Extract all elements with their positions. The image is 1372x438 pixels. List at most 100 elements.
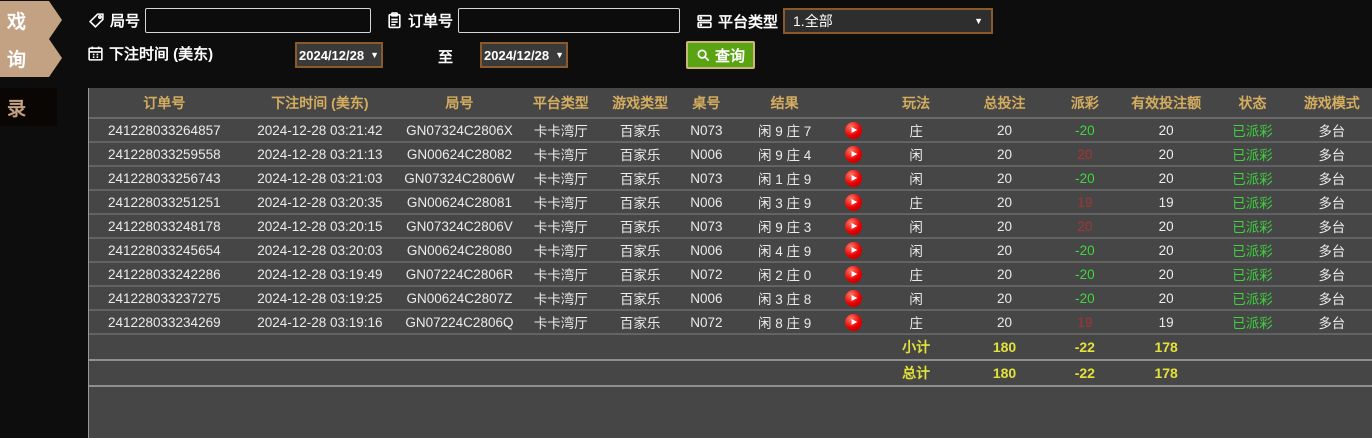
query-button[interactable]: 查询: [686, 41, 756, 69]
cell-status: 已派彩: [1213, 118, 1292, 143]
chevron-down-icon: ▼: [555, 50, 564, 60]
cell-order: 241228033242286: [89, 262, 240, 287]
cell-total-bet: 20: [958, 286, 1051, 311]
cell-valid-bet: 20: [1118, 142, 1214, 167]
cell-game-type: 百家乐: [602, 214, 678, 239]
replay-play-icon[interactable]: ▶: [845, 169, 863, 187]
summary-cell-game-type: [602, 334, 678, 361]
cell-play-icon: ▶: [833, 310, 875, 335]
cell-platform: 卡卡湾厅: [518, 118, 603, 143]
cell-valid-bet: 20: [1118, 286, 1214, 311]
time-filter-label: 下注时间 (美东): [87, 43, 213, 64]
replay-play-icon[interactable]: ▶: [845, 121, 863, 139]
cell-valid-bet: 19: [1118, 190, 1214, 215]
replay-play-icon[interactable]: ▶: [845, 193, 863, 211]
column-header: 派彩: [1050, 88, 1119, 119]
summary-cell-play-icon: [833, 334, 875, 361]
cell-order: 241228033251251: [89, 190, 240, 215]
summary-cell-mode: [1291, 334, 1372, 361]
cell-payout: -20: [1050, 286, 1119, 311]
replay-play-icon[interactable]: ▶: [845, 289, 863, 307]
cell-game-type: 百家乐: [602, 286, 678, 311]
cell-platform: 卡卡湾厅: [518, 310, 603, 335]
column-header: 局号: [400, 88, 519, 119]
cell-table-no: N006: [677, 238, 736, 263]
table-empty-area: [89, 387, 1372, 438]
date-range-to-label: 至: [438, 49, 454, 66]
cell-order: 241228033256743: [89, 166, 240, 191]
order-filter: 订单号: [386, 8, 681, 33]
cell-total-bet: 20: [958, 262, 1051, 287]
replay-play-icon[interactable]: ▶: [845, 313, 863, 331]
table-header-row: 订单号 下注时间 (美东) 局号 平台类型 游戏类型 桌号 结果 玩法 总投注 派彩 有效投注额 状态…: [89, 88, 1372, 119]
table-row: 241228033242286 2024-12-28 03:19:49 GN0722…: [89, 262, 1372, 287]
cell-round: GN07324C2806X: [400, 118, 519, 143]
cell-time: 2024-12-28 03:20:03: [239, 238, 401, 263]
order-input[interactable]: [458, 8, 681, 33]
cell-status: 已派彩: [1213, 310, 1292, 335]
cell-payout: -20: [1050, 238, 1119, 263]
summary-cell-valid-bet: 178: [1118, 334, 1214, 361]
cell-total-bet: 20: [958, 310, 1051, 335]
cell-platform: 卡卡湾厅: [518, 286, 603, 311]
cell-round: GN07324C2806W: [400, 166, 519, 191]
table-row: 241228033264857 2024-12-28 03:21:42 GN0732…: [89, 118, 1372, 143]
cell-play-icon: ▶: [833, 166, 875, 191]
date-from-picker[interactable]: 2024/12/28 ▼: [295, 42, 383, 68]
sidebar: 戏 询 录: [0, 0, 62, 438]
summary-cell-result: [735, 360, 834, 387]
cell-status: 已派彩: [1213, 238, 1292, 263]
cell-payout: 20: [1050, 142, 1119, 167]
platform-select[interactable]: 1.全部 ▼: [783, 8, 994, 34]
sidebar-item-records[interactable]: 录: [0, 88, 57, 126]
play-triangle: ▶: [851, 317, 858, 327]
cell-valid-bet: 20: [1118, 238, 1214, 263]
summary-cell-game-type: [602, 360, 678, 387]
summary-cell-time: [239, 334, 401, 361]
cell-platform: 卡卡湾厅: [518, 214, 603, 239]
summary-cell-total-bet: 180: [958, 334, 1051, 361]
sidebar-item-games[interactable]: 戏: [0, 1, 62, 39]
grand-total-row: 总计 180 -22 178: [89, 360, 1372, 387]
platform-select-value: 1.全部: [793, 13, 833, 29]
cell-valid-bet: 20: [1118, 262, 1214, 287]
date-to-picker[interactable]: 2024/12/28 ▼: [480, 42, 568, 68]
replay-play-icon[interactable]: ▶: [845, 217, 863, 235]
summary-cell-valid-bet: 178: [1118, 360, 1214, 387]
play-triangle: ▶: [851, 269, 858, 279]
list-icon: [696, 13, 713, 30]
replay-play-icon[interactable]: ▶: [845, 145, 863, 163]
round-input[interactable]: [145, 8, 372, 33]
cell-play-icon: ▶: [833, 118, 875, 143]
column-header: 游戏模式: [1291, 88, 1372, 119]
date-to-value: 2024/12/28: [484, 47, 550, 63]
cell-platform: 卡卡湾厅: [518, 166, 603, 191]
cell-play: 闲: [874, 166, 959, 191]
tag-icon: [88, 12, 105, 29]
cell-time: 2024-12-28 03:21:03: [239, 166, 401, 191]
sidebar-item-label: 询: [7, 49, 27, 71]
replay-play-icon[interactable]: ▶: [845, 241, 863, 259]
cell-valid-bet: 20: [1118, 166, 1214, 191]
cell-game-type: 百家乐: [602, 142, 678, 167]
replay-play-icon[interactable]: ▶: [845, 265, 863, 283]
column-header: 有效投注额: [1118, 88, 1214, 119]
sidebar-item-query[interactable]: 询: [0, 39, 62, 77]
cell-round: GN00624C28081: [400, 190, 519, 215]
time-label: 下注时间 (美东): [109, 46, 214, 63]
column-header: 平台类型: [518, 88, 603, 119]
cell-platform: 卡卡湾厅: [518, 142, 603, 167]
cell-payout: 19: [1050, 310, 1119, 335]
cell-play: 闲: [874, 286, 959, 311]
cell-order: 241228033264857: [89, 118, 240, 143]
cell-result: 闲 8 庄 9: [735, 310, 834, 335]
magnifier-icon: [697, 49, 710, 61]
cell-status: 已派彩: [1213, 166, 1292, 191]
cell-play-icon: ▶: [833, 238, 875, 263]
cell-order: 241228033237275: [89, 286, 240, 311]
cell-payout: 20: [1050, 214, 1119, 239]
table-row: 241228033248178 2024-12-28 03:20:15 GN0732…: [89, 214, 1372, 239]
summary-cell-order: [89, 334, 240, 361]
cell-status: 已派彩: [1213, 214, 1292, 239]
cell-payout: -20: [1050, 262, 1119, 287]
